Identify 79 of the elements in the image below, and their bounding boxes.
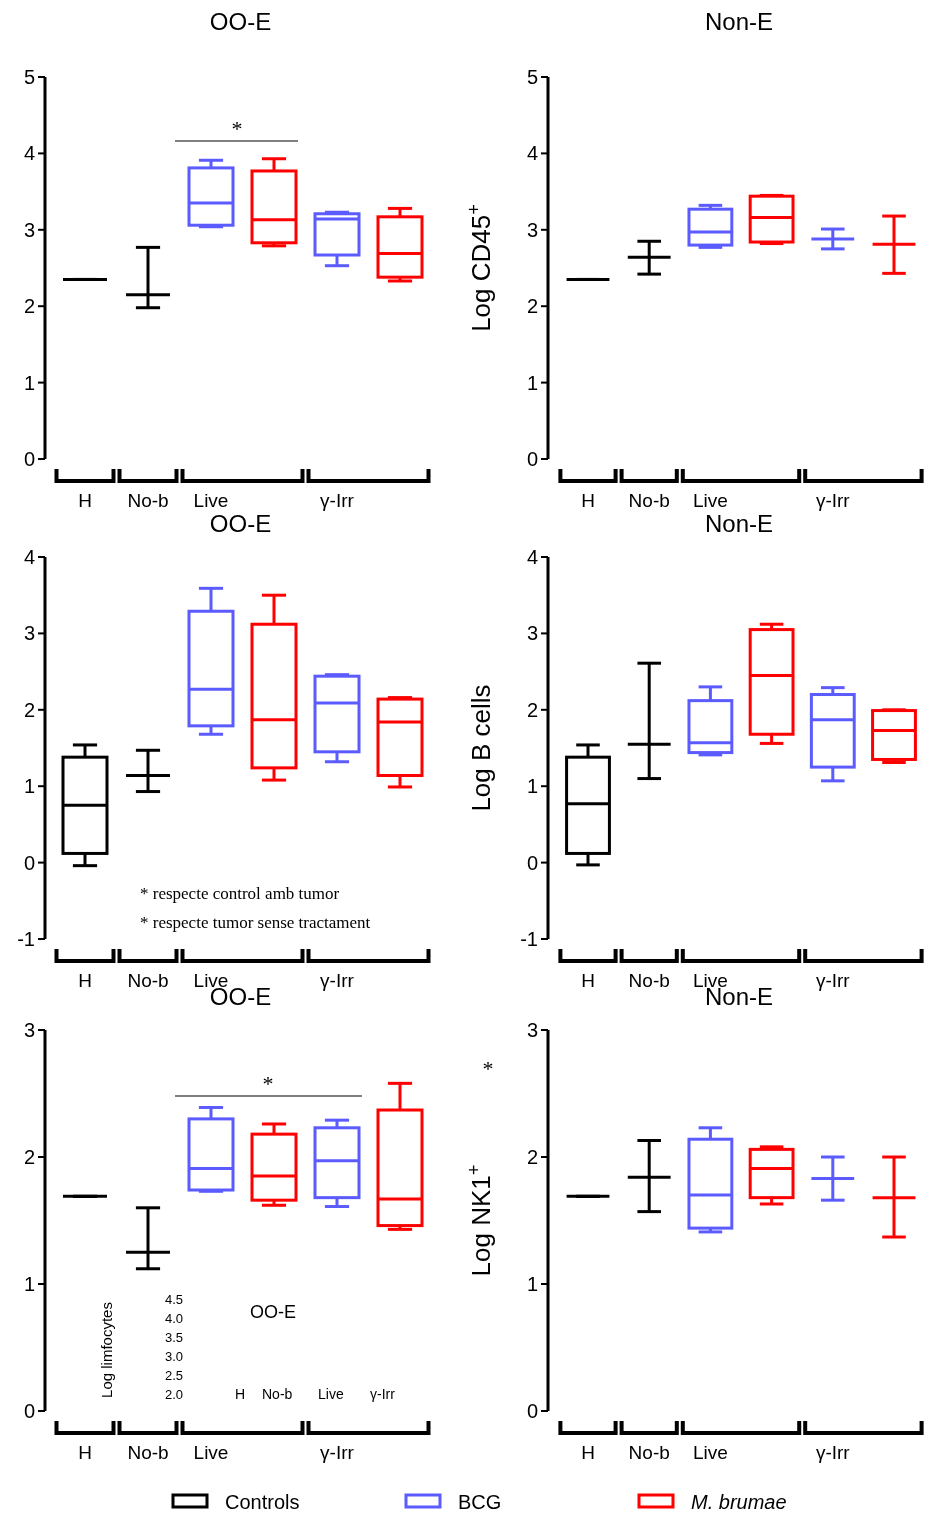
y-tick-label: 0 xyxy=(526,851,538,874)
annotation: * xyxy=(262,1071,274,1096)
y-tick-label: 5 xyxy=(526,66,538,88)
annotation: * respecte tumor sense tractament xyxy=(140,913,371,932)
y-tick-label: 1 xyxy=(23,371,35,394)
y-tick-label: 3 xyxy=(23,1019,35,1041)
annotation: 2.5 xyxy=(165,1368,184,1383)
x-tick-label: γ-Irr xyxy=(815,490,851,511)
annotation: H xyxy=(235,1386,246,1402)
y-tick-label: 1 xyxy=(526,1273,538,1295)
x-tick-label: No-b xyxy=(628,1442,670,1463)
x-tick-label: No-b xyxy=(127,970,169,991)
y-tick-label: 1 xyxy=(23,775,35,798)
x-tick-label: Live xyxy=(193,1442,229,1463)
x-tick-label: No-b xyxy=(628,970,670,991)
y-tick-label: 0 xyxy=(526,1400,538,1422)
x-tick-label: Live xyxy=(692,1442,728,1463)
y-tick-label: 0 xyxy=(23,448,35,470)
annotation: 3.5 xyxy=(165,1330,184,1345)
x-tick-label: γ-Irr xyxy=(815,1442,851,1463)
y-tick-label: 2 xyxy=(23,295,35,318)
y-tick-label: 3 xyxy=(526,218,538,241)
x-tick-label: γ-Irr xyxy=(320,490,355,511)
annotation: 4.0 xyxy=(165,1311,184,1326)
y-tick-label: 1 xyxy=(23,1273,35,1295)
x-tick-label: No-b xyxy=(127,490,169,511)
x-tick-label: Live xyxy=(692,490,728,511)
y-axis-title: Log B cells xyxy=(466,684,496,812)
x-tick-label: H xyxy=(78,1442,92,1463)
y-tick-label: 3 xyxy=(526,1019,538,1041)
chart-title: OO-E xyxy=(209,510,272,537)
annotation: 4.5 xyxy=(165,1292,184,1307)
y-tick-label: 2 xyxy=(526,698,538,721)
y-tick-label: 0 xyxy=(526,448,538,470)
x-tick-label: Live xyxy=(193,490,229,511)
y-tick-label: 4 xyxy=(23,546,35,568)
x-tick-label: H xyxy=(78,970,92,991)
x-tick-label: No-b xyxy=(628,490,670,511)
y-tick-label: 3 xyxy=(526,622,538,645)
y-tick-label: 2 xyxy=(526,295,538,318)
x-tick-label: γ-Irr xyxy=(320,970,355,991)
x-tick-label: H xyxy=(581,1442,595,1463)
x-tick-label: γ-Irr xyxy=(815,970,851,991)
y-tick-label: -1 xyxy=(17,928,35,950)
x-tick-label: γ-Irr xyxy=(320,1442,355,1463)
chart-title: OO-E xyxy=(209,8,272,35)
y-tick-label: -1 xyxy=(520,928,538,950)
annotation: γ-Irr xyxy=(370,1386,396,1402)
y-tick-label: 4 xyxy=(23,142,35,165)
chart-title: Non-E xyxy=(704,510,774,537)
chart-title: Non-E xyxy=(704,8,774,35)
legend-label: Controls xyxy=(225,1491,300,1513)
x-tick-label: H xyxy=(581,970,595,991)
annotation: No-b xyxy=(262,1386,293,1402)
y-tick-label: 3 xyxy=(23,622,35,645)
annotation: * xyxy=(231,116,243,141)
y-tick-label: 3 xyxy=(23,218,35,241)
y-tick-label: 5 xyxy=(23,66,35,88)
x-tick-label: No-b xyxy=(127,1442,169,1463)
annotation: OO-E xyxy=(250,1302,297,1322)
legend-label: M. brumae xyxy=(691,1491,787,1513)
y-tick-label: 2 xyxy=(23,1146,35,1168)
text: * xyxy=(482,1056,494,1081)
legend-label: BCG xyxy=(458,1491,502,1513)
y-tick-label: 4 xyxy=(526,142,538,165)
y-tick-label: 1 xyxy=(526,775,538,798)
x-tick-label: H xyxy=(581,490,595,511)
y-tick-label: 1 xyxy=(526,371,538,394)
annotation: * respecte control amb tumor xyxy=(140,884,340,903)
x-tick-label: H xyxy=(78,490,92,511)
y-tick-label: 0 xyxy=(23,851,35,874)
annotation: 3.0 xyxy=(165,1349,184,1364)
annotation: Live xyxy=(318,1386,344,1402)
annotation: Log limfocytes xyxy=(98,1302,115,1398)
annotation: 2.0 xyxy=(165,1387,184,1402)
y-tick-label: 4 xyxy=(526,546,538,568)
y-tick-label: 2 xyxy=(526,1146,538,1168)
y-tick-label: 0 xyxy=(23,1400,35,1422)
y-tick-label: 2 xyxy=(23,698,35,721)
